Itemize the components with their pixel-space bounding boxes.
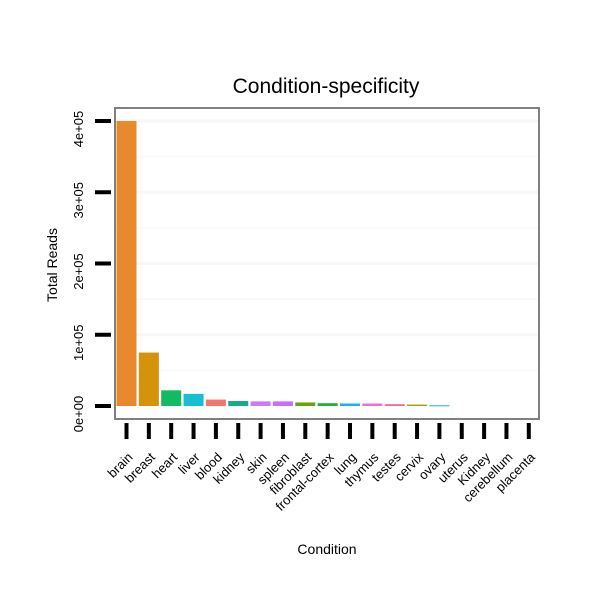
bar-breast [138, 352, 159, 406]
bar-skin [250, 401, 271, 406]
bar-lung [340, 403, 360, 406]
y-tick-label: 2e+05 [71, 253, 86, 290]
bar-fibroblast [295, 402, 316, 406]
bar-testes [384, 404, 405, 406]
bar-blood [205, 399, 226, 406]
bar-thymus [362, 403, 383, 406]
bar-frontal-cortex [317, 403, 338, 406]
x-axis: brainbreastheartliverbloodkidneyskinsple… [105, 423, 538, 514]
y-axis: 0e+00 1e+05 2e+05 3e+05 4e+05 [71, 111, 111, 433]
grid-lines [115, 119, 539, 372]
y-tick-label: 3e+05 [71, 182, 86, 219]
plot-border [114, 107, 540, 420]
bar-spleen [272, 401, 293, 406]
y-tick-label: 4e+05 [71, 111, 86, 148]
bar-ovary [429, 405, 450, 407]
bar-liver [183, 393, 204, 406]
bars [116, 121, 450, 407]
y-tick-label: 0e+00 [71, 396, 86, 433]
bar-cervix [407, 404, 428, 406]
bar-brain [116, 121, 137, 406]
y-axis-title: Total Reads [44, 228, 60, 302]
chart-title: Condition-specificity [233, 75, 420, 98]
y-tick-label: 1e+05 [71, 324, 86, 361]
x-axis-title: Condition [297, 541, 356, 557]
bar-heart [161, 390, 182, 406]
bar-kidney [228, 401, 249, 406]
